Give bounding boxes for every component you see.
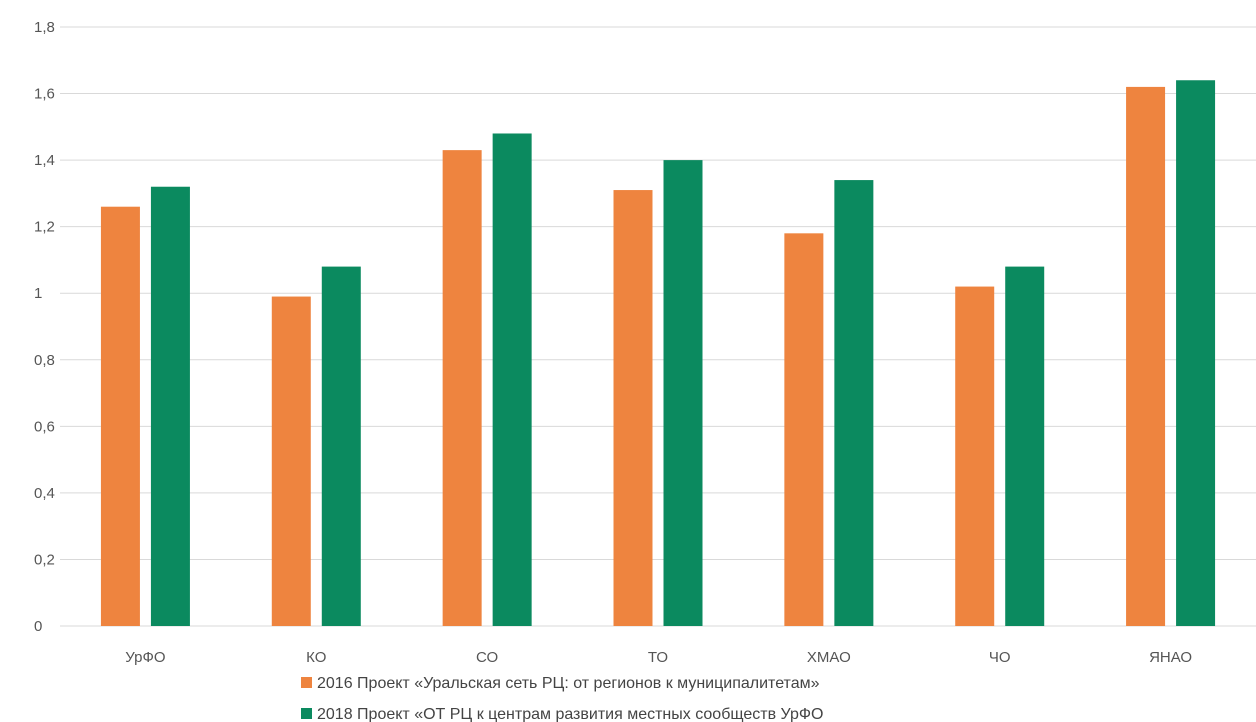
legend-swatch — [301, 677, 312, 688]
bar-СО-s1 — [492, 133, 532, 626]
x-axis-labels: УрФО КО СО ТО ХМАО ЧО ЯНАО — [125, 649, 1192, 666]
x-category-label: СО — [476, 649, 498, 666]
x-category-label: УрФО — [125, 649, 165, 666]
bar-ХМАО-s1 — [834, 180, 874, 627]
y-tick-label: 1,4 — [34, 152, 55, 169]
x-category-label: ХМАО — [807, 649, 851, 666]
y-axis-ticks: 0 0,2 0,4 0,6 0,8 1 1,2 1,4 1,6 1,8 — [34, 19, 55, 635]
y-tick-label: 0,8 — [34, 352, 55, 369]
legend-swatch — [301, 708, 312, 719]
y-tick-label: 1,2 — [34, 219, 55, 236]
x-category-label: ЧО — [989, 649, 1011, 666]
bars — [100, 80, 1216, 627]
bar-ТО-s0 — [613, 190, 653, 627]
y-tick-label: 1,8 — [34, 19, 55, 36]
bar-КО-s0 — [271, 296, 311, 626]
y-tick-label: 0,2 — [34, 551, 55, 568]
bar-ТО-s1 — [663, 160, 703, 626]
bar-ЯНАО-s0 — [1126, 86, 1166, 626]
y-tick-label: 1,6 — [34, 86, 55, 103]
y-tick-label: 0,4 — [34, 485, 55, 502]
y-tick-label: 0,6 — [34, 418, 55, 435]
bar-ЧО-s1 — [1005, 266, 1045, 626]
bar-СО-s0 — [442, 150, 482, 626]
legend: 2016 Проект «Уральская сеть РЦ: от регио… — [301, 675, 823, 722]
gridlines — [60, 26, 1256, 627]
x-category-label: КО — [306, 649, 326, 666]
x-category-label: ТО — [648, 649, 668, 666]
y-tick-label: 1 — [34, 285, 42, 302]
bar-ЧО-s0 — [955, 286, 995, 626]
bar-КО-s1 — [321, 266, 361, 626]
x-category-label: ЯНАО — [1149, 649, 1192, 666]
bar-ХМАО-s0 — [784, 233, 824, 627]
bar-УрФО-s0 — [100, 206, 140, 626]
legend-label: 2018 Проект «ОТ РЦ к центрам развития ме… — [317, 706, 823, 722]
bar-ЯНАО-s1 — [1176, 80, 1216, 626]
y-tick-label: 0 — [34, 618, 42, 635]
legend-label: 2016 Проект «Уральская сеть РЦ: от регио… — [317, 675, 820, 692]
bar-УрФО-s1 — [150, 186, 190, 626]
